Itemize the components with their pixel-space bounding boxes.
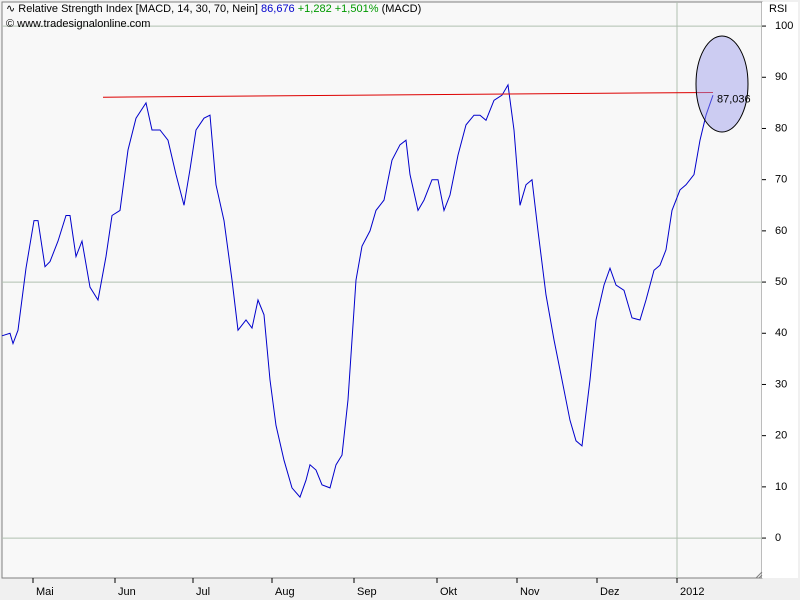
x-tick-label: Jun: [118, 586, 136, 598]
trend-line: [102, 91, 714, 98]
y-tick-label: 100: [775, 20, 793, 32]
rsi-line: [1, 83, 714, 499]
resize-grip: [755, 571, 763, 579]
x-tick-label: Jul: [196, 586, 210, 598]
y-tick-label: 90: [775, 71, 787, 83]
x-tick-label: Sep: [357, 586, 377, 598]
title: Relative Strength Index [MACD, 14, 30, 7…: [18, 3, 258, 15]
y-tick-label: 0: [775, 532, 781, 544]
y-tick-label: 30: [775, 378, 787, 390]
y-tick-label: 10: [775, 481, 787, 493]
x-tick-label: Dez: [600, 586, 620, 598]
header-source: (MACD): [382, 3, 422, 15]
y-tick-label: 50: [775, 276, 787, 288]
y-tick-label: 20: [775, 430, 787, 442]
copyright: © www.tradesignalonline.com: [6, 18, 150, 30]
highlight-ellipse: [695, 35, 749, 133]
y-tick-label: 80: [775, 122, 787, 134]
y-axis-label: RSI: [769, 3, 787, 15]
y-tick-label: 70: [775, 174, 787, 186]
axis-area: [762, 2, 798, 578]
header-change: +1,282 +1,501%: [298, 3, 379, 15]
plot-area: [1, 1, 763, 579]
y-tick-label: 60: [775, 225, 787, 237]
header: ∿ Relative Strength Index [MACD, 14, 30,…: [6, 3, 421, 15]
x-tick-label: Okt: [440, 586, 457, 598]
x-tick-label: 2012: [680, 586, 704, 598]
header-icon: ∿: [6, 3, 18, 15]
x-tick-label: Mai: [36, 586, 54, 598]
y-tick-label: 40: [775, 327, 787, 339]
trend-value-label: 87,036: [717, 93, 751, 105]
x-tick-label: Aug: [275, 586, 295, 598]
x-tick-label: Nov: [520, 586, 540, 598]
header-value: 86,676: [261, 3, 295, 15]
